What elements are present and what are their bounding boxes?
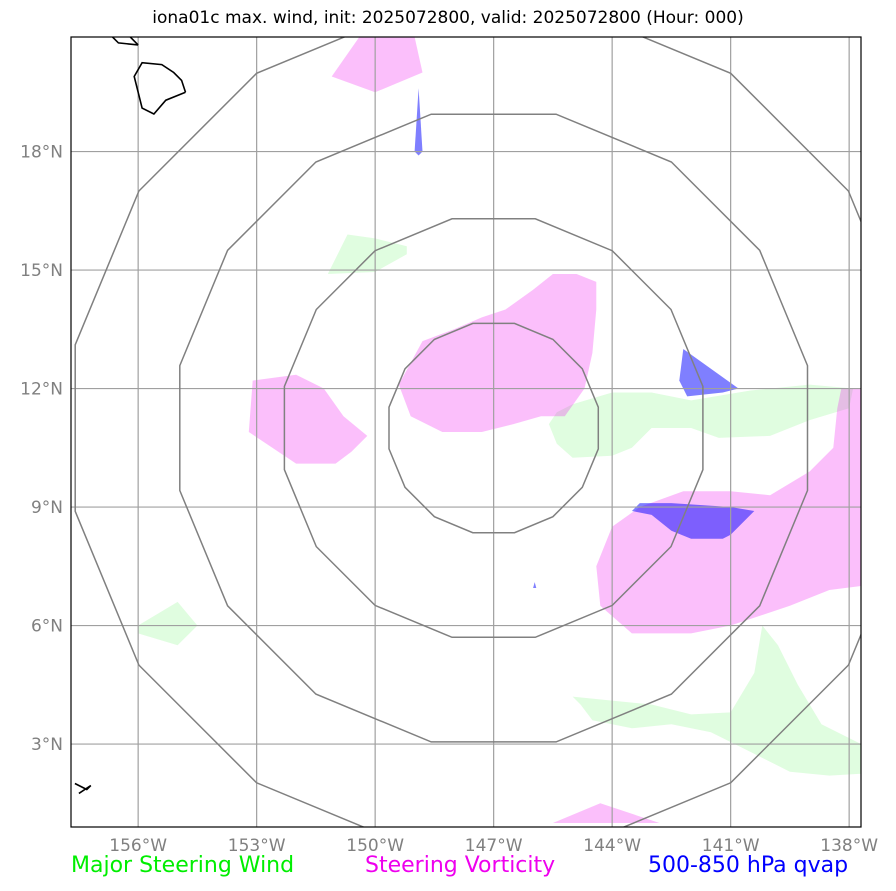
lat-tick-label: 9°N <box>31 498 63 518</box>
steering-vorticity-area <box>398 274 597 432</box>
lon-tick-label: 138°W <box>820 836 878 856</box>
range-ring <box>283 218 704 639</box>
qvap-layer <box>414 88 755 588</box>
range-ring <box>388 322 600 534</box>
lat-tick-label: 15°N <box>20 261 63 281</box>
lon-tick-label: 147°W <box>465 836 523 856</box>
map-frame <box>70 36 862 828</box>
qvap-area <box>631 503 755 539</box>
graticule <box>71 37 861 827</box>
legend-steering-vorticity: Steering Vorticity <box>365 853 556 878</box>
lon-tick-label: 153°W <box>228 836 286 856</box>
legend-steering-wind: Major Steering Wind <box>71 853 295 878</box>
steering-vorticity-area <box>552 803 660 823</box>
coastlines <box>74 37 187 795</box>
steering-wind-area <box>572 625 861 776</box>
steering-wind-area <box>327 234 407 274</box>
qvap-area <box>679 349 739 397</box>
coastline <box>133 61 187 115</box>
lat-tick-label: 3°N <box>31 735 63 755</box>
range-rings <box>74 37 861 827</box>
map-title: iona01c max. wind, init: 2025072800, val… <box>152 8 744 28</box>
lon-tick-label: 141°W <box>702 836 760 856</box>
range-ring <box>179 113 809 743</box>
coastline <box>111 37 139 46</box>
lat-tick-label: 18°N <box>20 143 63 163</box>
coastline <box>74 782 92 795</box>
lon-tick-label: 150°W <box>346 836 404 856</box>
legend-qvap: 500-850 hPa qvap <box>648 853 849 878</box>
lat-tick-label: 6°N <box>31 617 63 637</box>
steering-vorticity-area <box>331 37 423 93</box>
lon-tick-label: 156°W <box>109 836 167 856</box>
range-ring <box>74 37 861 827</box>
axis-tick-labels: 156°W 153°W 150°W 147°W 144°W 141°W 138°W 18°N 1… <box>20 143 878 856</box>
qvap-area <box>414 88 423 156</box>
steering-wind-area <box>138 601 198 646</box>
lat-tick-label: 12°N <box>20 380 63 400</box>
lon-tick-label: 144°W <box>583 836 641 856</box>
steering-wind-layer <box>138 234 861 776</box>
qvap-area <box>533 582 537 588</box>
steering-vorticity-area <box>248 374 368 464</box>
steering-wind-area <box>548 384 854 458</box>
